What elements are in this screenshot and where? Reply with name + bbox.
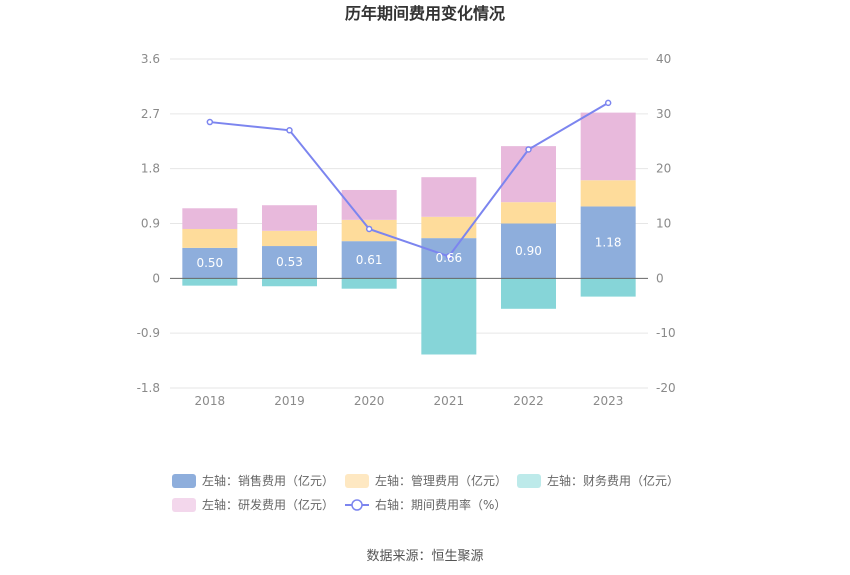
rate-point-2018 xyxy=(206,118,214,126)
right-tick-label: 10 xyxy=(656,217,671,231)
x-tick-label: 2021 xyxy=(434,394,465,408)
sales-value-label-2022: 0.90 xyxy=(515,244,542,258)
legend-item-finance: 左轴：财务费用（亿元） xyxy=(517,473,679,488)
x-tick-label: 2019 xyxy=(274,394,305,408)
bar-sales-2022 xyxy=(501,223,556,279)
left-axis: -1.8 -0.9 0 0.9 1.8 2.7 3.6 xyxy=(137,52,160,395)
x-tick-label: 2020 xyxy=(354,394,385,408)
bar-rnd-2021 xyxy=(421,177,477,217)
sales-value-label-2019: 0.53 xyxy=(276,255,303,269)
bar-series xyxy=(182,112,636,355)
legend-label: 左轴：财务费用（亿元） xyxy=(547,473,679,488)
bar-finance-2022 xyxy=(501,278,556,309)
legend-swatch xyxy=(172,498,196,512)
rate-point-2020 xyxy=(365,225,373,233)
bar-rnd-2018 xyxy=(182,208,238,229)
legend-swatch xyxy=(517,474,541,488)
rate-point-2021 xyxy=(445,253,453,260)
legend-item-rnd: 左轴：研发费用（亿元） xyxy=(172,497,334,512)
legend-label: 左轴：销售费用（亿元） xyxy=(202,473,334,488)
bar-rnd-2023 xyxy=(580,112,636,181)
legend-label: 左轴：研发费用（亿元） xyxy=(202,497,334,512)
bar-rnd-2019 xyxy=(262,205,317,231)
rate-line-series xyxy=(206,99,612,260)
left-tick-label: -0.9 xyxy=(137,326,160,340)
bar-sales-2019 xyxy=(262,246,317,279)
bar-admin-2021 xyxy=(421,216,477,239)
sales-value-label-2021: 0.66 xyxy=(435,251,462,265)
sales-value-label-2020: 0.61 xyxy=(356,253,383,267)
sales-value-label-2023: 1.18 xyxy=(595,235,622,249)
right-tick-label: -20 xyxy=(656,381,676,395)
legend-item-rate: 右轴：期间费用率（%） xyxy=(345,497,506,512)
bar-admin-2023 xyxy=(580,180,636,207)
legend-label: 右轴：期间费用率（%） xyxy=(375,497,506,512)
x-axis: 2018 2019 2020 2021 2022 2023 xyxy=(195,394,624,408)
legend: 左轴：销售费用（亿元） 左轴：管理费用（亿元） 左轴：财务费用（亿元） 左轴：研发费用… xyxy=(172,473,679,512)
right-tick-label: 0 xyxy=(656,271,664,285)
bar-admin-2019 xyxy=(262,230,317,247)
bar-admin-2018 xyxy=(182,228,238,248)
grid-lines xyxy=(170,58,648,389)
legend-swatch xyxy=(172,474,196,488)
rate-point-2022 xyxy=(525,146,532,153)
right-tick-label: -10 xyxy=(656,326,676,340)
left-tick-label: 3.6 xyxy=(141,52,160,66)
bar-sales-2020 xyxy=(341,241,397,279)
rate-point-2023 xyxy=(604,99,612,107)
x-tick-label: 2022 xyxy=(513,394,544,408)
bar-admin-2022 xyxy=(501,202,556,224)
legend-swatch xyxy=(345,474,369,488)
data-labels: 0.50 0.53 0.61 0.66 0.90 1.18 xyxy=(196,235,621,270)
left-tick-label: 0.9 xyxy=(141,217,160,231)
x-tick-label: 2018 xyxy=(195,394,226,408)
left-tick-label: 2.7 xyxy=(141,107,160,121)
source-note: 数据来源：恒生聚源 xyxy=(366,549,483,564)
right-tick-label: 40 xyxy=(656,52,671,66)
left-tick-label: -1.8 xyxy=(137,381,160,395)
x-tick-label: 2023 xyxy=(593,394,624,408)
bar-finance-2023 xyxy=(580,278,636,297)
bar-sales-2023 xyxy=(580,206,636,279)
bar-finance-2020 xyxy=(341,278,397,289)
left-tick-label: 1.8 xyxy=(141,162,160,176)
bar-finance-2019 xyxy=(262,278,317,287)
legend-item-admin: 左轴：管理费用（亿元） xyxy=(345,473,507,488)
left-tick-label: 0 xyxy=(152,271,160,285)
chart-title: 历年期间费用变化情况 xyxy=(345,4,505,23)
sales-value-label-2018: 0.50 xyxy=(196,256,223,270)
legend-swatch-marker xyxy=(351,499,363,511)
bar-finance-2021 xyxy=(421,278,477,355)
bar-sales-2018 xyxy=(182,247,238,279)
right-tick-label: 20 xyxy=(656,162,671,176)
legend-label: 左轴：管理费用（亿元） xyxy=(375,473,507,488)
right-tick-label: 30 xyxy=(656,107,671,121)
right-axis: -20 -10 0 10 20 30 40 xyxy=(656,52,676,395)
bar-finance-2018 xyxy=(182,278,238,286)
rate-point-2019 xyxy=(286,127,293,134)
rate-line xyxy=(209,102,609,258)
legend-item-sales: 左轴：销售费用（亿元） xyxy=(172,473,334,488)
